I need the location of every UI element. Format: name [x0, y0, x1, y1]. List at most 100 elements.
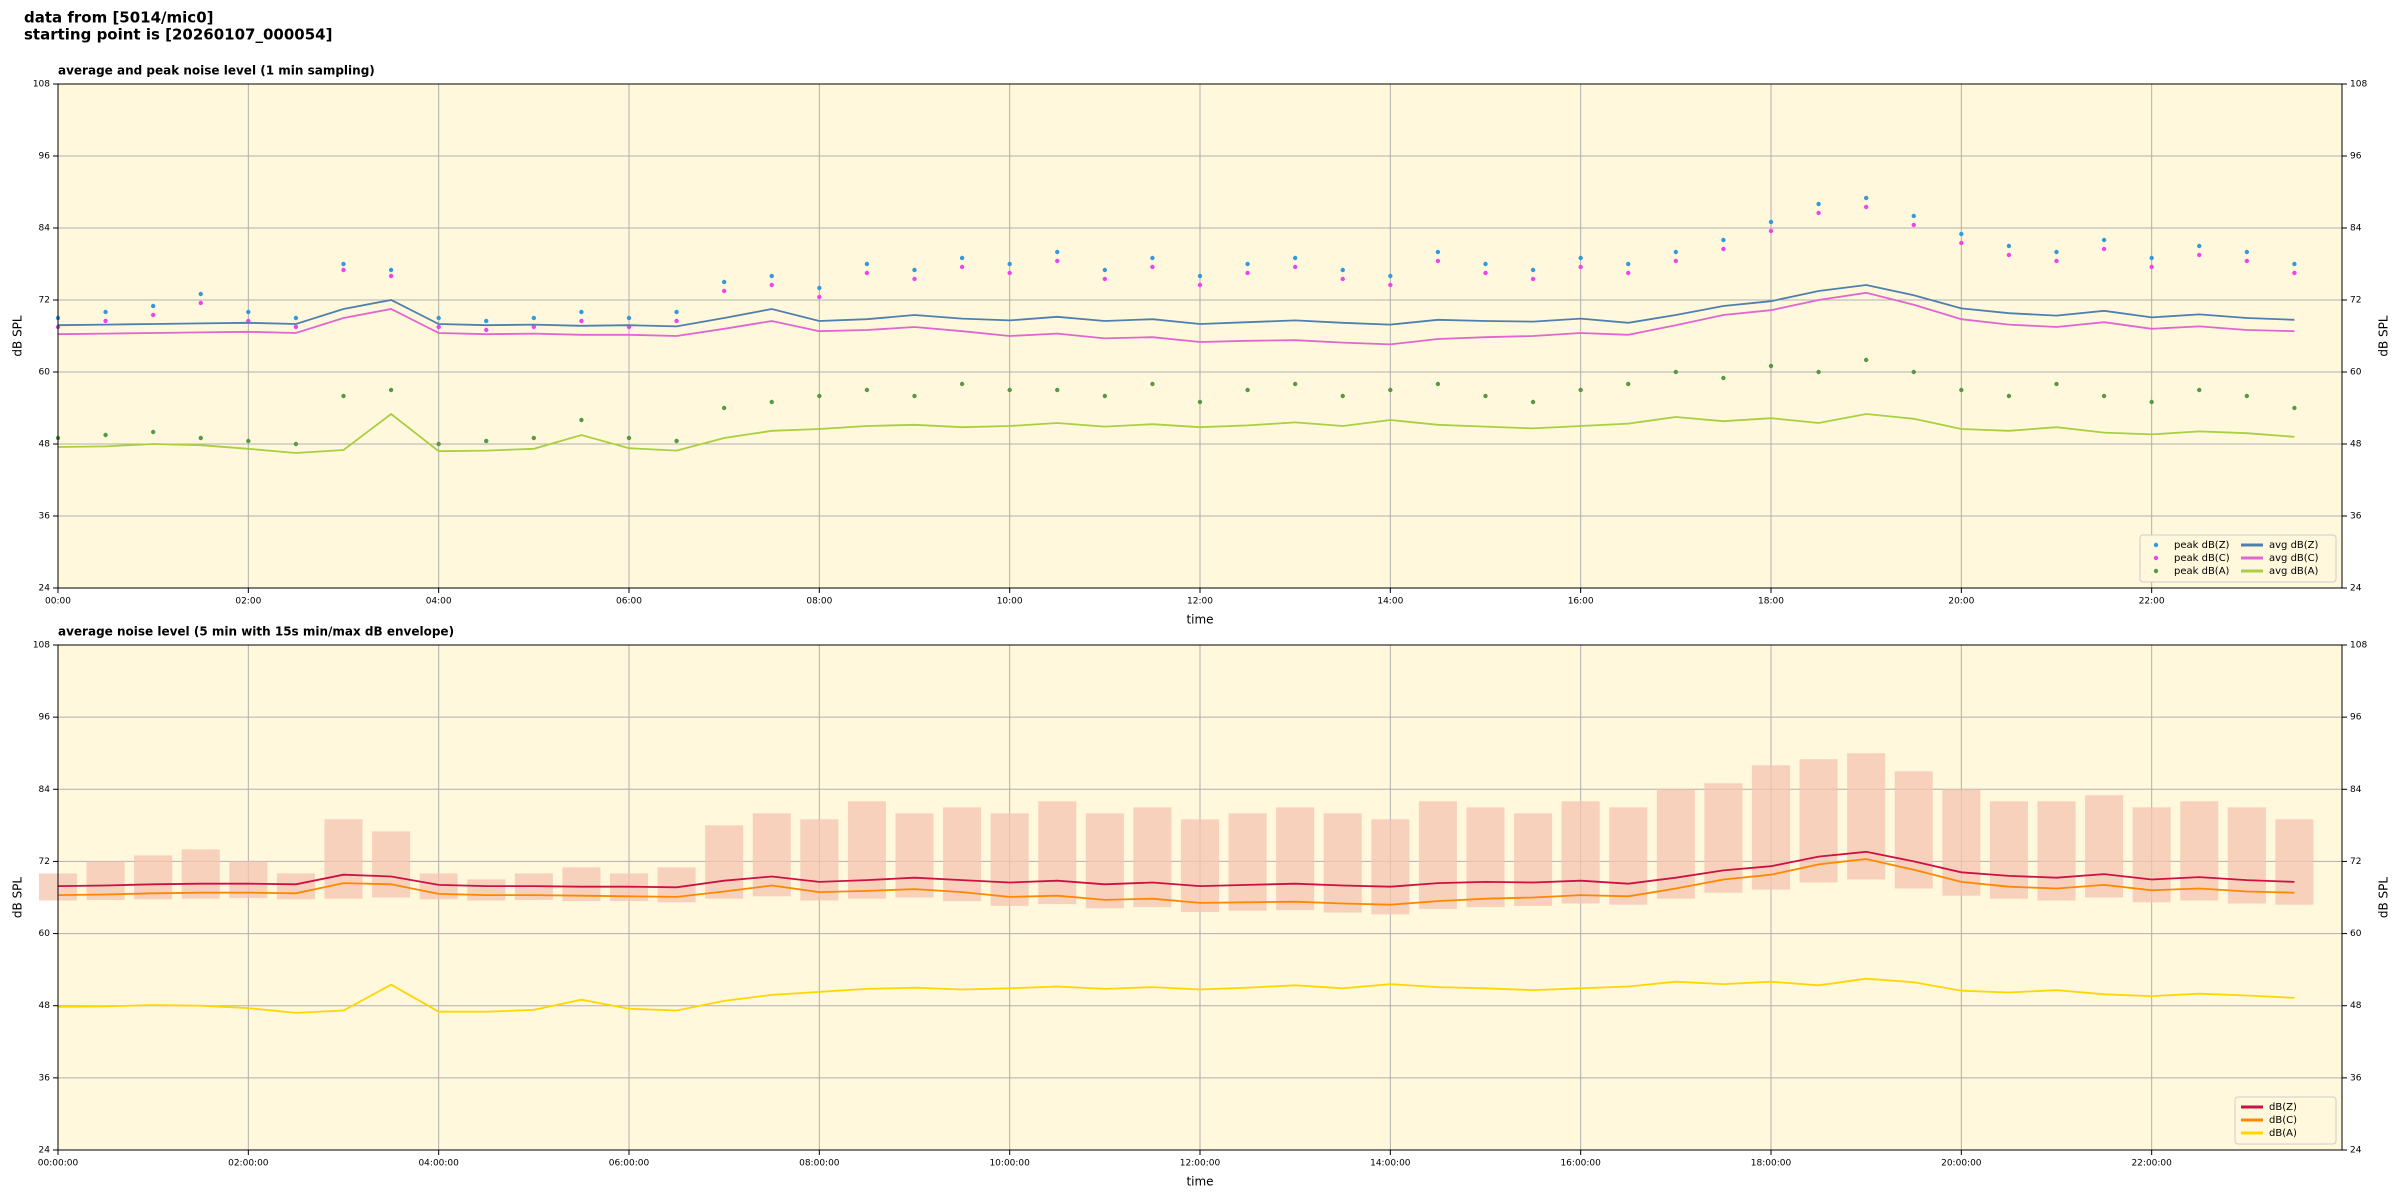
x-tick-label: 00:00 [45, 597, 71, 607]
peak-point [1911, 213, 1916, 219]
peak-point [1911, 222, 1916, 228]
y-tick-label: 60 [39, 929, 51, 939]
envelope-bar [1561, 801, 1600, 904]
peak-point [864, 387, 870, 393]
x-tick-label: 16:00:00 [1560, 1159, 1601, 1169]
peak-point [1292, 255, 1298, 261]
x-tick-label: 00:00:00 [38, 1159, 79, 1169]
x-tick-label: 08:00 [806, 597, 832, 607]
peak-point [341, 261, 346, 267]
envelope-bar [943, 807, 982, 902]
envelope-bar [1466, 807, 1505, 908]
envelope-bar [2132, 807, 2171, 903]
series-line [57, 412, 2295, 454]
peak-point [1816, 201, 1821, 207]
x-tick-label: 14:00 [1377, 597, 1403, 607]
envelope-bar [1609, 807, 1648, 905]
peak-point [2006, 243, 2012, 249]
peak-point [1102, 276, 1108, 282]
peak-point [1673, 249, 1679, 255]
y-tick-label: 72 [2350, 857, 2361, 867]
peak-point [436, 315, 441, 321]
peak-point [1292, 264, 1298, 270]
legend-label: dB(A) [2269, 1128, 2297, 1139]
y-tick-label: 96 [2350, 713, 2362, 723]
x-tick-label: 16:00 [1568, 597, 1594, 607]
peak-point [436, 441, 441, 447]
peak-point [579, 417, 584, 423]
y-tick-label: 72 [39, 296, 50, 306]
peak-point [2197, 252, 2202, 258]
x-tick-label: 12:00 [1187, 597, 1213, 607]
peak-point [2054, 381, 2059, 387]
y-tick-label: 84 [39, 224, 51, 234]
peak-point [1483, 393, 1488, 399]
peak-point [1102, 393, 1108, 399]
peak-point [1959, 231, 1964, 237]
peak-point [1055, 387, 1060, 393]
peak-point [1816, 210, 1821, 216]
y-tick-label: 36 [39, 512, 51, 522]
x-tick-label: 18:00 [1758, 597, 1784, 607]
envelope-bar [752, 813, 791, 897]
x-tick-label: 02:00:00 [228, 1159, 269, 1169]
peak-point [1150, 381, 1155, 387]
peak-point [579, 309, 584, 315]
peak-point [626, 315, 632, 321]
peak-point [721, 405, 727, 411]
legend-label: dB(C) [2269, 1115, 2297, 1126]
peak-point [531, 315, 537, 321]
peak-point [150, 303, 156, 309]
x-tick-label: 06:00:00 [609, 1159, 650, 1169]
legend-label: peak dB(C) [2174, 553, 2230, 564]
plot-frame [57, 83, 2343, 589]
peak-point [484, 327, 489, 333]
y-axis-label: dB SPL [2377, 877, 2391, 919]
envelope-bar [1276, 807, 1315, 911]
envelope-bar [1323, 813, 1362, 913]
peak-point [1340, 276, 1345, 282]
y-tick-label: 108 [2350, 641, 2367, 651]
peak-point [341, 393, 346, 399]
envelope-bar [181, 849, 220, 899]
peak-point [103, 309, 108, 315]
peak-point [864, 270, 870, 276]
y-tick-label: 24 [39, 584, 51, 594]
envelope-bar [1418, 801, 1457, 909]
peak-point [150, 312, 156, 318]
legend-label: peak dB(Z) [2174, 540, 2230, 551]
peak-point [246, 309, 251, 315]
peak-point [579, 318, 584, 324]
x-tick-label: 04:00 [426, 597, 452, 607]
peak-point [1530, 276, 1536, 282]
peak-point [1435, 249, 1441, 255]
y-tick-label: 84 [2350, 224, 2362, 234]
y-tick-label: 48 [39, 1001, 51, 1011]
peak-point [1483, 261, 1488, 267]
peak-point [912, 276, 917, 282]
peak-point [721, 279, 727, 285]
header-line: data from [5014/mic0] [24, 9, 214, 27]
y-tick-label: 36 [39, 1073, 51, 1083]
x-tick-label: 10:00:00 [989, 1159, 1030, 1169]
peak-point [1245, 387, 1250, 393]
x-tick-label: 12:00:00 [1180, 1159, 1221, 1169]
x-tick-label: 04:00:00 [418, 1159, 459, 1169]
peak-point [1530, 399, 1536, 405]
legend-label: avg dB(Z) [2269, 540, 2319, 551]
peak-point [484, 438, 489, 444]
y-tick-label: 48 [39, 440, 51, 450]
legend-marker [2153, 555, 2159, 561]
peak-point [1435, 381, 1441, 387]
envelope-bar [1085, 813, 1124, 909]
envelope-bar [1371, 819, 1410, 915]
peak-point [1055, 249, 1060, 255]
legend-marker [2153, 568, 2159, 574]
peak-point [2006, 393, 2012, 399]
envelope-bar [134, 855, 173, 900]
peak-point [1673, 369, 1679, 375]
envelope-bar [800, 819, 839, 901]
peak-point [1007, 387, 1012, 393]
peak-point [198, 435, 203, 441]
envelope-bar [895, 813, 934, 898]
